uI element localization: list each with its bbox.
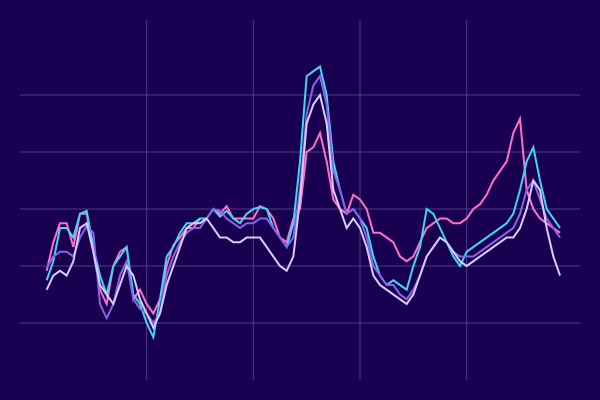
series-line-2 [45,64,561,341]
series-line-4 [45,92,561,331]
series-group [45,64,561,341]
